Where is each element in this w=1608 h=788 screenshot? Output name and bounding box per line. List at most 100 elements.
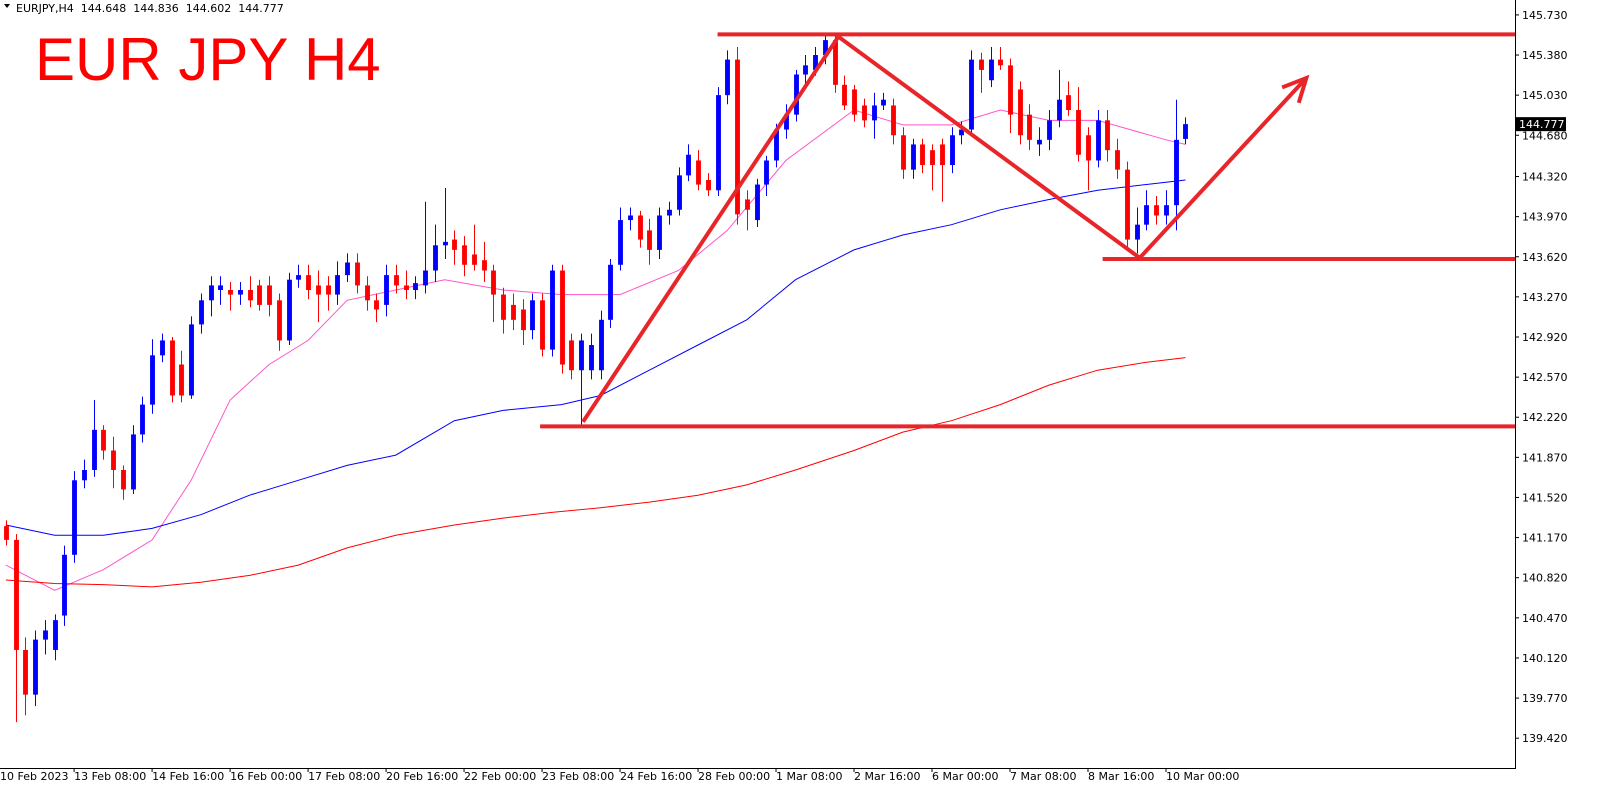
y-tick-label: 144.320 (1522, 171, 1568, 184)
candle-body (686, 154, 691, 176)
candle-body (716, 95, 721, 191)
candle-body (657, 215, 662, 250)
candle-body (638, 215, 643, 240)
candle-body (296, 275, 301, 280)
candle-body (355, 262, 360, 286)
candle-body (599, 319, 604, 371)
candle-body (1027, 114, 1032, 140)
candle-body (53, 620, 58, 650)
y-tick-label: 145.730 (1522, 9, 1568, 22)
candle-body (920, 144, 925, 166)
candle-body (579, 340, 584, 371)
candle-body (774, 129, 779, 161)
candle-body (872, 105, 877, 121)
candle-body (735, 59, 740, 215)
labels: EURJPY,H4 144.648 144.836 144.602 144.777 145… (0, 2, 1568, 783)
candle-body (784, 114, 789, 130)
candle-body (316, 285, 321, 295)
y-tick-label: 143.620 (1522, 251, 1568, 264)
candle-body (131, 434, 136, 490)
candle-body (277, 300, 282, 341)
candle-body (111, 450, 116, 470)
candle-body (1115, 150, 1120, 170)
candle-body (452, 239, 457, 250)
x-tick-label: 1 Mar 08:00 (776, 770, 842, 783)
x-tick-label: 22 Feb 00:00 (464, 770, 536, 783)
moving-average (5, 357, 1186, 588)
arrow-head (1281, 74, 1310, 104)
y-tick-label: 139.770 (1522, 692, 1568, 705)
y-tick-label: 145.380 (1522, 49, 1568, 62)
x-tick-label: 2 Mar 16:00 (854, 770, 920, 783)
menu-arrow (4, 4, 10, 8)
y-tick-label: 140.470 (1522, 612, 1568, 625)
x-tick-label: 20 Feb 16:00 (386, 770, 458, 783)
candle-body (521, 309, 526, 331)
candle-body (160, 340, 165, 356)
candle-body (248, 290, 253, 301)
y-tick-label: 143.270 (1522, 291, 1568, 304)
candle-body (101, 429, 106, 451)
candle-body (540, 300, 545, 350)
x-tick-label: 23 Feb 08:00 (542, 770, 614, 783)
header-text: EURJPY,H4 (16, 2, 74, 15)
candle-body (179, 364, 184, 396)
candle-body (384, 275, 389, 305)
candle-body (901, 135, 906, 170)
y-tick-label: 145.030 (1522, 89, 1568, 102)
x-tick-label: 6 Mar 00:00 (932, 770, 998, 783)
candle-body (462, 245, 467, 265)
candle-body (218, 285, 223, 291)
candle-body (842, 84, 847, 106)
candle-body (725, 59, 730, 96)
candle-body (189, 324, 194, 396)
candle-body (1076, 110, 1081, 155)
candle-body (833, 40, 838, 85)
candle-body (140, 404, 145, 435)
candle-body (62, 554, 67, 616)
x-tick-label: 10 Mar 00:00 (1166, 770, 1239, 783)
candle-body (530, 300, 535, 331)
candle-body (491, 270, 496, 295)
candle-body (238, 290, 243, 295)
candle-body (589, 345, 594, 371)
candle-body (394, 275, 399, 286)
candle-body (852, 89, 857, 115)
x-tick-label: 8 Mar 16:00 (1088, 770, 1154, 783)
candle-body (43, 630, 48, 640)
y-tick-label: 140.820 (1522, 572, 1568, 585)
candle-body (794, 74, 799, 115)
candle-body (1144, 205, 1149, 225)
candle-body (618, 220, 623, 265)
plot (4, 32, 1515, 723)
candle-body (267, 285, 272, 305)
y-tick-label: 142.920 (1522, 331, 1568, 344)
candle-body (404, 285, 409, 291)
candle-body (881, 99, 886, 106)
candle-body (443, 241, 448, 246)
candle-body (472, 254, 477, 265)
candle-body (969, 59, 974, 130)
candle-body (257, 285, 262, 305)
y-tick-label: 142.220 (1522, 411, 1568, 424)
candle-body (33, 639, 38, 695)
candle-body (803, 65, 808, 75)
candle-body (959, 129, 964, 136)
candle-body (1174, 139, 1179, 206)
current-price-label: 144.777 (1519, 118, 1565, 131)
y-tick-label: 140.120 (1522, 652, 1568, 665)
candle-body (335, 275, 340, 295)
candle-body (979, 59, 984, 70)
candle-body (862, 105, 867, 121)
x-tick-label: 10 Feb 2023 (0, 770, 68, 783)
y-tick-label: 141.170 (1522, 532, 1568, 545)
candle-body (560, 270, 565, 365)
candle-body (667, 209, 672, 216)
candle-body (82, 469, 87, 481)
candle-body (423, 270, 428, 286)
candle-body (891, 105, 896, 136)
candle-body (1125, 169, 1130, 240)
candle-body (287, 279, 292, 341)
